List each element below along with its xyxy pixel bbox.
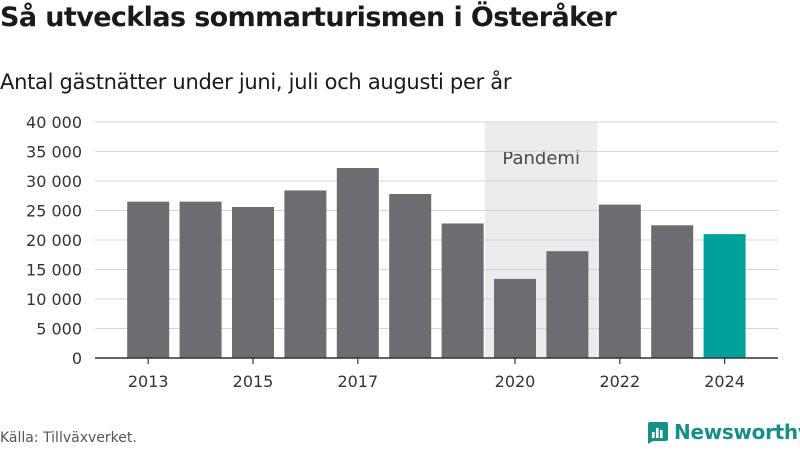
x-tick-label: 2017 xyxy=(337,372,378,391)
y-tick-label: 35 000 xyxy=(26,143,82,162)
x-tick-label: 2020 xyxy=(495,372,536,391)
y-tick-label: 40 000 xyxy=(26,113,82,132)
x-tick-label: 2015 xyxy=(233,372,274,391)
newsworthy-logo-icon xyxy=(648,422,668,444)
y-tick-label: 0 xyxy=(72,349,82,368)
bar-2019 xyxy=(441,223,484,358)
bar-2015 xyxy=(232,206,274,358)
bar-2014 xyxy=(179,201,222,358)
y-tick-label: 20 000 xyxy=(26,231,82,250)
x-tick-label: 2013 xyxy=(128,372,169,391)
bar-2013 xyxy=(127,201,170,358)
x-tick-label: 2022 xyxy=(599,372,640,391)
bar-layer xyxy=(127,168,746,358)
y-tick-label: 15 000 xyxy=(26,261,82,280)
bar-2017 xyxy=(336,168,379,358)
brand-name: Newsworthy xyxy=(674,420,800,444)
y-tick-label: 30 000 xyxy=(26,172,82,191)
bar-2022 xyxy=(598,204,641,358)
y-tick-label: 10 000 xyxy=(26,290,82,309)
bar-2024 xyxy=(703,234,746,358)
y-tick-label: 5 000 xyxy=(36,320,82,339)
chart-subtitle: Antal gästnätter under juni, juli och au… xyxy=(0,70,512,94)
x-axis-tick-layer: 2013 2015 2017 2020 2022 2024 xyxy=(128,358,745,391)
y-axis-tick-layer: 0 5 000 10 000 15 000 20 000 25 000 30 000 35 0… xyxy=(26,113,82,368)
source-note: Källa: Tillväxverket. xyxy=(0,430,137,446)
brand-logo: Newsworthy xyxy=(645,420,800,444)
bar-2020 xyxy=(494,278,536,358)
chart-title: Så utvecklas sommarturismen i Österåker xyxy=(0,2,617,33)
y-tick-label: 25 000 xyxy=(26,202,82,221)
bar-2016 xyxy=(284,190,327,358)
bar-2023 xyxy=(651,225,694,358)
x-tick-label: 2024 xyxy=(704,372,745,391)
bar-2021 xyxy=(546,251,589,358)
annotation-label: Pandemi xyxy=(502,148,580,169)
bar-2018 xyxy=(389,193,432,358)
